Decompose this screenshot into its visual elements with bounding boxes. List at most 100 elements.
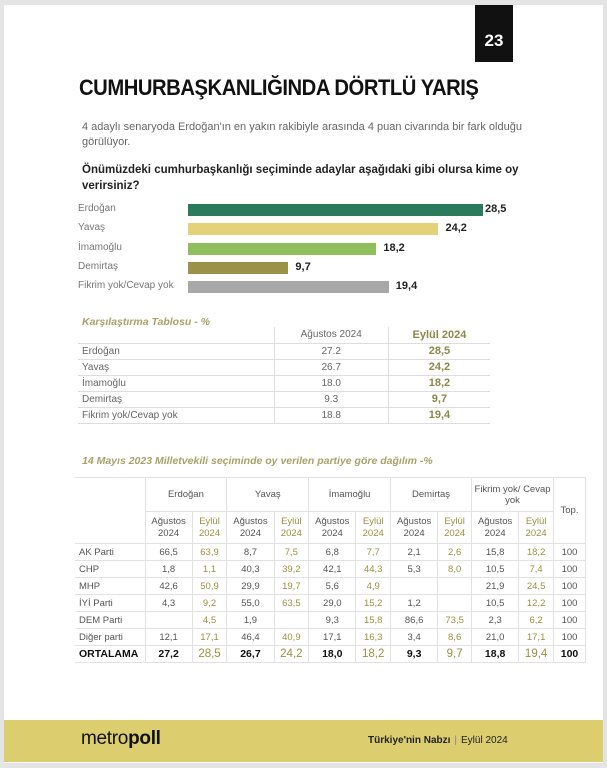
table-cell: 9.3 — [273, 391, 389, 408]
header-cell: Ağustos 2024 — [273, 327, 389, 344]
table-row: Diğer parti 12,1 17,1 46,4 40,9 17,1 16,3 3,4 8,… — [75, 628, 586, 646]
bar-label: Demirtaş — [78, 260, 119, 272]
sub-header-august: Ağustos 2024 — [471, 511, 520, 544]
bar — [188, 223, 439, 236]
header-cell: Eylül 2024 — [387, 327, 490, 344]
sub-header-september: Eylül 2024 — [518, 511, 554, 544]
table-cell: 42,1 — [308, 560, 357, 578]
bar-label: Yavaş — [78, 222, 106, 234]
table-cell: 86,6 — [390, 611, 439, 629]
table-row: AK Parti 66,5 63,9 8,7 7,5 6,8 7,7 2,1 2,6 15,8 18… — [75, 543, 586, 561]
sub-header-august: Ağustos 2024 — [308, 511, 357, 544]
table-cell — [273, 611, 310, 629]
bar-value-label: 19,4 — [395, 280, 418, 293]
table-cell: 29,0 — [308, 594, 357, 612]
table-cell: 8,7 — [226, 543, 275, 561]
table-cell: Yavaş — [78, 359, 274, 376]
table-cell: AK Parti — [75, 543, 146, 561]
table-cell: İmamoğlu — [78, 375, 274, 392]
table-cell: 21,9 — [471, 577, 520, 595]
table-cell: 6,8 — [308, 543, 357, 561]
table-row: Erdoğan 27.2 28,5 — [78, 343, 490, 360]
metropoll-logo: metropollmetropoll — [81, 728, 161, 749]
total-header: Top. — [553, 477, 586, 544]
table-cell: 10,5 — [471, 560, 520, 578]
table-cell: 9,7 — [387, 391, 490, 408]
bar-label: Fikrim yok/Cevap yok — [78, 280, 174, 292]
table-row: ORTALAMA 27,2 28,5 26,7 24,2 18,0 18,2 9,3 9,7 18… — [75, 645, 586, 663]
table-cell: 1,8 — [144, 560, 193, 578]
table-cell: 6,2 — [518, 611, 554, 629]
publication-date: Eylül 2024 — [461, 735, 508, 746]
sub-header-september: Eylül 2024 — [191, 511, 228, 544]
table-cell: 9,7 — [437, 645, 473, 663]
table-row: İYİ Parti 4,3 9,2 55,0 63,5 29,0 15,2 1,2 10,5 12… — [75, 594, 586, 612]
table-cell: Erdoğan — [78, 343, 274, 360]
table-cell: 27,2 — [144, 645, 193, 663]
table-cell: 55,0 — [226, 594, 275, 612]
footer: metropollmetropoll Türkiye'nin Nabzı|Eyl… — [4, 720, 603, 762]
table-cell — [144, 611, 193, 629]
table-cell: 7,7 — [355, 543, 392, 561]
table-cell: Fikrim yok/Cevap yok — [78, 407, 274, 424]
table-cell: 27.2 — [273, 343, 389, 360]
table-cell: 2,1 — [390, 543, 439, 561]
table-cell: 19,4 — [387, 407, 490, 424]
table-cell: 15,2 — [355, 594, 392, 612]
table-cell — [437, 577, 473, 595]
table-cell: 9,3 — [390, 645, 439, 663]
sub-header-august: Ağustos 2024 — [226, 511, 275, 544]
sub-header-august: Ağustos 2024 — [144, 511, 193, 544]
bar-value-label: 18,2 — [383, 241, 405, 254]
sub-header-september: Eylül 2024 — [437, 511, 473, 544]
bar — [188, 281, 389, 294]
table-cell: 18,0 — [308, 645, 357, 663]
table-cell: 7,5 — [273, 543, 310, 561]
group-header-row: Erdoğan Yavaş İmamoğlu Demirtaş Fikrim yok/ … — [75, 477, 586, 544]
group-header: Fikrim yok/ Cevap yok — [471, 477, 554, 512]
bar-label: İmamoğlu — [78, 241, 122, 253]
sub-header-september: Eylül 2024 — [355, 511, 392, 544]
table-cell: 1,2 — [390, 594, 439, 612]
table-cell: 100 — [553, 628, 586, 646]
table-cell: 1,1 — [191, 560, 228, 578]
table-cell: 21,0 — [471, 628, 520, 646]
table-cell: 66,5 — [144, 543, 193, 561]
table-cell: 12,2 — [518, 594, 554, 612]
header-cell — [75, 477, 146, 544]
bar-chart: Erdoğan 28,5 Yavaş 24,2 İmamoğlu 18,2 Demirtaş… — [78, 203, 538, 303]
bar-label: Erdoğan — [78, 203, 116, 214]
table-cell: 24,2 — [387, 359, 490, 376]
table-cell: 63,5 — [273, 594, 310, 612]
table-cell: Diğer parti — [75, 628, 146, 646]
table-row: Fikrim yok/Cevap yok 18.8 19,4 — [78, 407, 490, 424]
sub-header-september: Eylül 2024 — [273, 511, 310, 544]
bar-value-label: 28,5 — [484, 203, 507, 215]
table-row: İmamoğlu 18.0 18,2 — [78, 375, 490, 392]
table-cell: 9,2 — [191, 594, 228, 612]
page-title: CUMHURBAŞKANLIĞINDA DÖRTLÜ YARIŞ — [79, 75, 479, 100]
table-row: CHP 1,8 1,1 40,3 39,2 42,1 44,3 5,3 8,0 10,5 7,4 10… — [75, 560, 586, 578]
table-cell: 5,3 — [390, 560, 439, 578]
table-cell: 19,7 — [273, 577, 310, 595]
table-cell: 40,9 — [273, 628, 310, 646]
footer-text: Türkiye'nin Nabzı | Eylül 2024 — [368, 735, 508, 746]
sub-header-august: Ağustos 2024 — [390, 511, 439, 544]
sub-header-row: Ağustos 2024 Eylül 2024 Ağustos 2024 Eylül … — [75, 511, 586, 544]
table-cell: 40,3 — [226, 560, 275, 578]
table-cell: ORTALAMA — [75, 645, 146, 663]
bar-value-label: 9,7 — [295, 260, 311, 273]
table-cell: 26.7 — [273, 359, 389, 376]
table-cell: 73,5 — [437, 611, 473, 629]
comparison-table: Ağustos 2024 Eylül 2024 Erdoğan 27.2 28,5 Yav… — [78, 327, 490, 424]
table-cell: MHP — [75, 577, 146, 595]
table-cell: 4,9 — [355, 577, 392, 595]
table-cell: 2,3 — [471, 611, 520, 629]
party-distribution-table: Erdoğan Yavaş İmamoğlu Demirtaş Fikrim yok/ … — [75, 477, 586, 663]
table-cell: 19,4 — [518, 645, 554, 663]
table-cell: 17,1 — [308, 628, 357, 646]
table-cell: 100 — [553, 611, 586, 629]
table-cell: 18.8 — [273, 407, 389, 424]
table-cell: 63,9 — [191, 543, 228, 561]
table-cell: 17,1 — [518, 628, 554, 646]
